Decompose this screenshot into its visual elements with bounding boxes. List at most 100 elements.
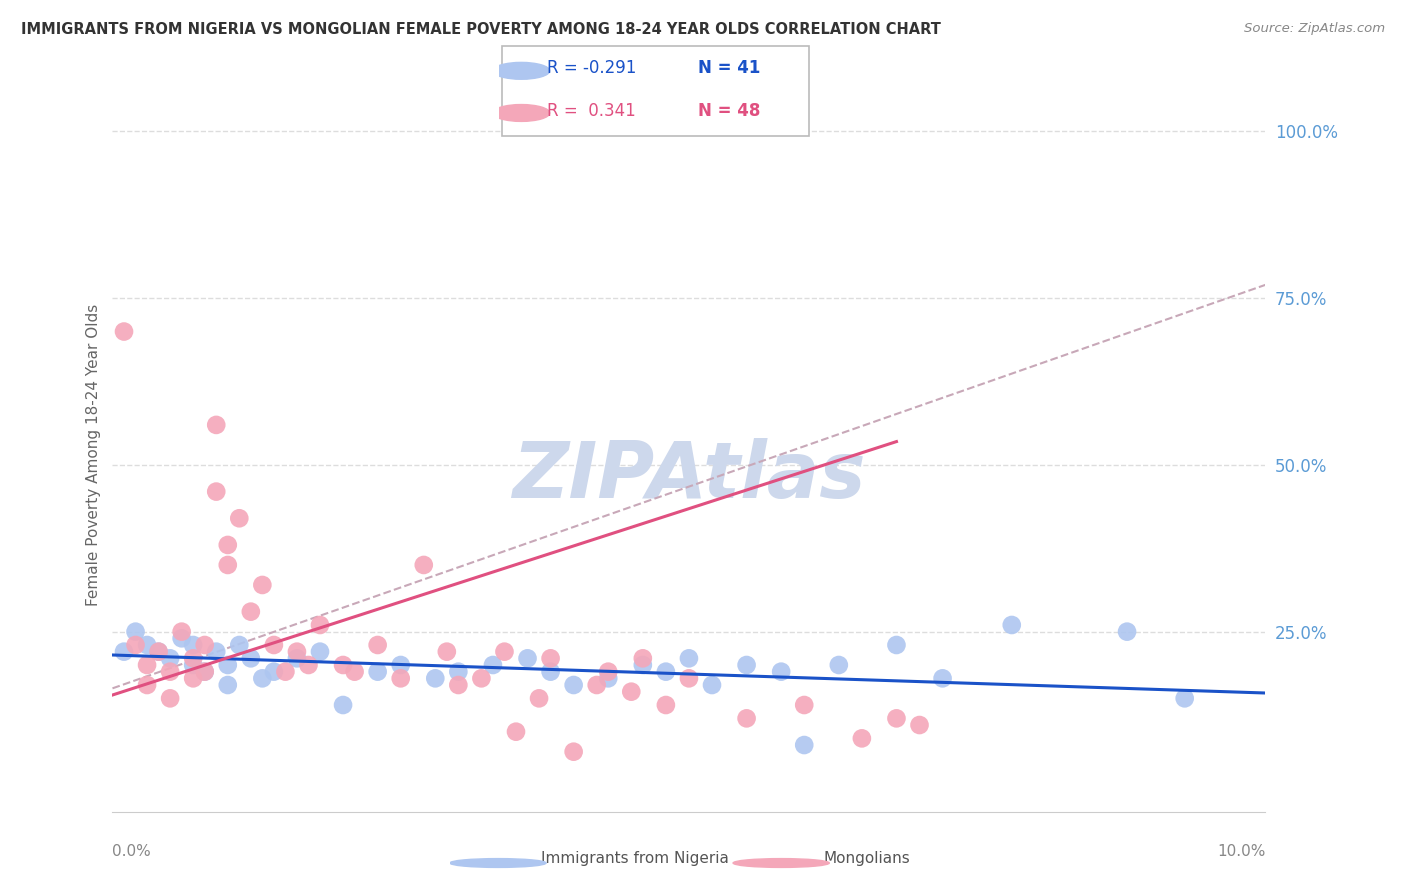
Point (228, 638, 250, 652)
Point (181, 651, 204, 665)
Point (263, 665, 285, 679)
Text: Mongolians: Mongolians (824, 851, 911, 866)
Point (793, 698, 815, 712)
Point (598, 671, 620, 685)
Point (112, 325, 135, 339)
Point (678, 671, 700, 685)
Point (562, 678, 585, 692)
Point (205, 417, 228, 432)
Point (931, 671, 953, 685)
FancyBboxPatch shape (502, 46, 810, 136)
Point (655, 665, 678, 679)
Point (159, 651, 181, 665)
Point (1116, 624, 1139, 639)
Text: R =  0.341: R = 0.341 (547, 102, 636, 120)
Point (181, 671, 204, 685)
Point (309, 645, 332, 659)
Point (793, 738, 815, 752)
Point (620, 684, 643, 698)
Point (205, 484, 228, 499)
Text: 0.0%: 0.0% (112, 844, 152, 859)
Point (598, 665, 620, 679)
Point (112, 645, 135, 659)
Point (436, 645, 458, 659)
Text: Source: ZipAtlas.com: Source: ZipAtlas.com (1244, 22, 1385, 36)
Point (585, 678, 607, 692)
Point (1001, 618, 1024, 632)
Point (540, 665, 562, 679)
Point (470, 671, 492, 685)
Point (540, 651, 562, 665)
Point (181, 658, 204, 673)
Point (124, 638, 146, 652)
Point (274, 665, 297, 679)
Point (159, 665, 181, 679)
Point (700, 678, 723, 692)
Point (136, 638, 159, 652)
Point (205, 645, 228, 659)
Point (309, 618, 332, 632)
Point (505, 724, 527, 739)
Point (828, 658, 851, 673)
Point (1174, 691, 1197, 706)
Point (425, 671, 447, 685)
Point (285, 645, 308, 659)
Point (194, 638, 217, 652)
Point (181, 638, 204, 652)
Point (412, 558, 434, 572)
Text: N = 41: N = 41 (699, 60, 761, 78)
Point (908, 718, 931, 732)
Point (735, 658, 758, 673)
Text: 10.0%: 10.0% (1218, 844, 1265, 859)
Point (239, 651, 262, 665)
Point (217, 658, 239, 673)
Text: ZIPAtlas: ZIPAtlas (512, 438, 866, 515)
Point (297, 658, 319, 673)
Point (367, 665, 389, 679)
Point (332, 658, 354, 673)
Point (170, 632, 193, 646)
Point (148, 645, 170, 659)
Circle shape (733, 859, 830, 867)
Point (367, 638, 389, 652)
Point (136, 678, 159, 692)
Point (343, 665, 366, 679)
Point (482, 658, 505, 673)
Point (285, 651, 308, 665)
Y-axis label: Female Poverty Among 18-24 Year Olds: Female Poverty Among 18-24 Year Olds (86, 304, 101, 606)
Point (886, 638, 908, 652)
Point (770, 665, 793, 679)
Point (148, 645, 170, 659)
Text: Immigrants from Nigeria: Immigrants from Nigeria (541, 851, 728, 866)
Point (239, 605, 262, 619)
Point (332, 698, 354, 712)
Point (217, 678, 239, 692)
Point (217, 558, 239, 572)
Point (447, 678, 470, 692)
Text: IMMIGRANTS FROM NIGERIA VS MONGOLIAN FEMALE POVERTY AMONG 18-24 YEAR OLDS CORREL: IMMIGRANTS FROM NIGERIA VS MONGOLIAN FEM… (21, 22, 941, 37)
Point (631, 658, 654, 673)
Circle shape (492, 104, 550, 121)
Point (516, 651, 538, 665)
Point (678, 651, 700, 665)
Point (136, 658, 159, 673)
Point (194, 665, 217, 679)
Point (252, 578, 274, 592)
Point (159, 691, 181, 706)
Text: R = -0.291: R = -0.291 (547, 60, 636, 78)
Point (389, 658, 412, 673)
Point (631, 651, 654, 665)
Point (389, 671, 412, 685)
Point (263, 638, 285, 652)
Circle shape (492, 62, 550, 79)
Text: N = 48: N = 48 (699, 102, 761, 120)
Point (562, 745, 585, 759)
Point (228, 511, 250, 525)
Point (194, 665, 217, 679)
Point (252, 671, 274, 685)
Point (124, 624, 146, 639)
Point (447, 665, 470, 679)
Point (735, 711, 758, 725)
Point (851, 731, 873, 746)
Point (217, 538, 239, 552)
